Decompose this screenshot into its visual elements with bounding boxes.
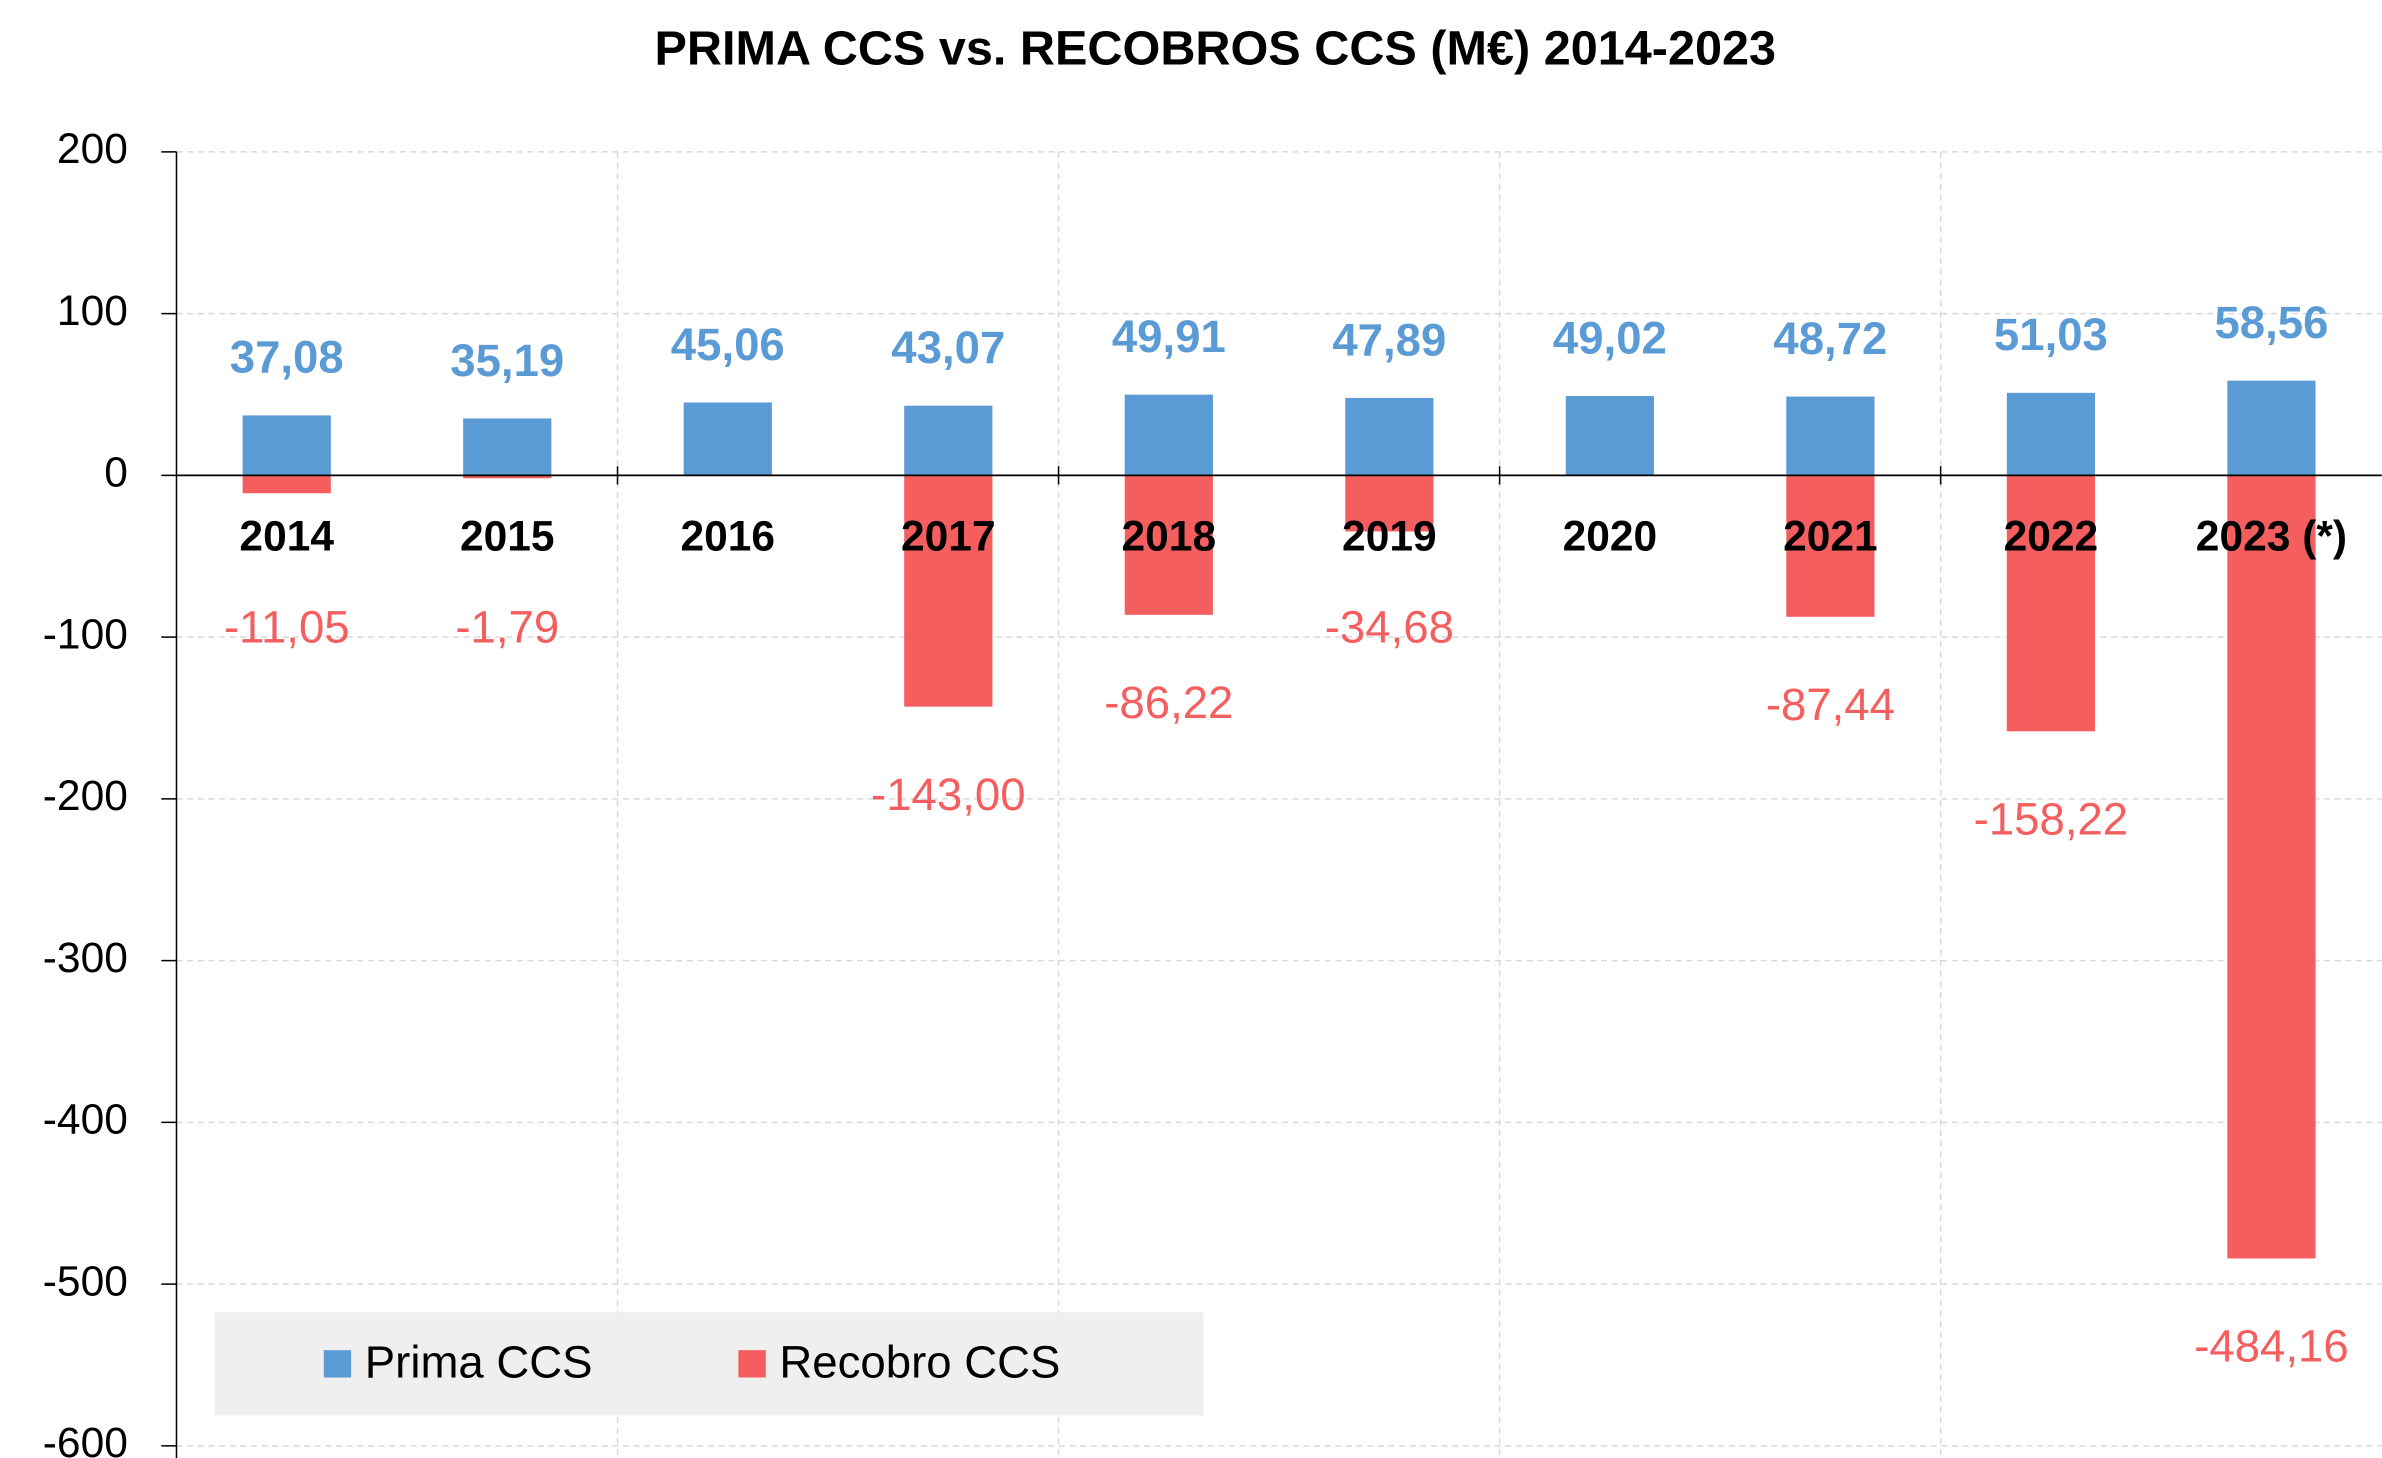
value-label: 51,03: [1994, 309, 2108, 360]
value-label: 37,08: [230, 332, 344, 383]
x-tick-label: 2014: [239, 513, 334, 560]
bar: [1565, 396, 1654, 476]
bar: [1345, 397, 1434, 476]
x-tick-label: 2017: [901, 513, 996, 560]
legend-box: [214, 1312, 1204, 1416]
y-tick-label: -600: [43, 1420, 128, 1458]
x-tick-label: 2018: [1122, 513, 1217, 560]
value-label: 49,02: [1553, 312, 1667, 363]
chart-title: PRIMA CCS vs. RECOBROS CCS (M€) 2014-202…: [655, 21, 1777, 75]
x-tick-label: 2019: [1342, 513, 1437, 560]
value-label: -484,16: [2194, 1321, 2348, 1372]
x-tick-label: 2015: [460, 513, 555, 560]
bar: [2227, 475, 2316, 1259]
x-tick-label: 2023 (*): [2196, 513, 2347, 560]
value-label: 35,19: [450, 335, 564, 386]
value-label: -143,00: [871, 769, 1025, 820]
bar: [1345, 475, 1434, 532]
y-tick-label: 0: [104, 450, 128, 497]
value-label: 58,56: [2214, 297, 2328, 348]
y-tick-label: -100: [43, 611, 128, 658]
x-tick-label: 2016: [680, 513, 775, 560]
bar: [1124, 394, 1213, 476]
value-label: 45,06: [671, 319, 785, 370]
bar: [1124, 475, 1213, 615]
bar: [683, 402, 772, 476]
value-label: 48,72: [1773, 313, 1887, 364]
bar: [1786, 396, 1875, 476]
x-tick-label: 2021: [1783, 513, 1878, 560]
y-tick-label: -300: [43, 935, 128, 982]
bar: [1786, 475, 1875, 617]
value-label: 47,89: [1332, 314, 1446, 365]
legend-swatch: [323, 1350, 352, 1378]
legend-label: Prima CCS: [365, 1336, 593, 1387]
bar: [463, 418, 552, 476]
y-tick-label: 200: [57, 126, 128, 173]
legend-label: Recobro CCS: [779, 1336, 1060, 1387]
value-label: 49,91: [1112, 311, 1226, 362]
y-tick-label: 100: [57, 288, 128, 335]
value-label: -86,22: [1104, 677, 1233, 728]
value-label: -11,05: [224, 601, 350, 652]
x-tick-label: 2020: [1563, 513, 1658, 560]
value-label: -158,22: [1974, 793, 2128, 844]
legend-swatch: [738, 1350, 766, 1378]
value-label: -1,79: [455, 601, 559, 652]
bar: [904, 475, 993, 707]
value-label: -34,68: [1325, 601, 1454, 652]
bar: [463, 475, 552, 479]
bar: [2006, 392, 2096, 476]
bar: [2006, 475, 2096, 732]
bar: [242, 415, 331, 476]
x-tick-label: 2022: [2004, 513, 2099, 560]
bar: [242, 475, 331, 494]
y-tick-label: -200: [43, 773, 128, 820]
y-tick-label: -400: [43, 1097, 128, 1144]
value-label: 43,07: [891, 322, 1005, 373]
bar: [2227, 380, 2316, 476]
bar: [904, 405, 993, 476]
y-tick-label: -500: [43, 1258, 128, 1305]
value-label: -87,44: [1766, 679, 1895, 730]
